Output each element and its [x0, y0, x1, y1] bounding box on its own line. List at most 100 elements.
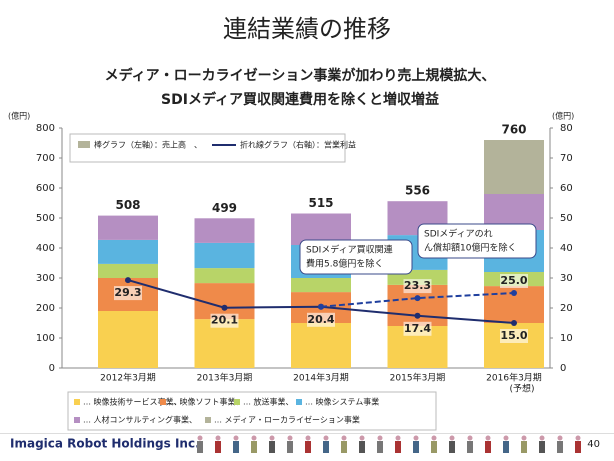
label-bg — [307, 312, 335, 327]
legend-label: … 人材コンサルティング事業、 — [83, 415, 197, 425]
figure-body — [431, 441, 437, 453]
y-unit: (億円) — [8, 111, 30, 121]
figure-head — [233, 435, 239, 441]
figure-head — [377, 435, 383, 441]
x-tick-label: 2016年3月期 — [486, 372, 542, 384]
line-value-label: 25.0 — [500, 274, 527, 287]
figure-body — [413, 441, 419, 453]
total-label: 499 — [212, 201, 237, 215]
y-tick-label: 400 — [36, 243, 55, 254]
line-value-label: 17.4 — [404, 322, 431, 335]
y-tick-label: 300 — [36, 273, 55, 284]
slide-title: 連結業績の推移 — [223, 15, 391, 43]
bar-segment — [98, 239, 158, 264]
bar-segment — [484, 140, 544, 194]
label-bg — [210, 313, 239, 328]
dashed-line — [320, 292, 515, 308]
legend-label: … 映像ソフト事業、 — [169, 397, 244, 407]
line-point — [221, 304, 228, 311]
bar-segment — [98, 311, 158, 368]
figure-body — [359, 441, 365, 453]
total-label: 515 — [308, 196, 333, 210]
y2-tick-label: 60 — [560, 183, 573, 194]
figure-head — [269, 435, 275, 441]
y2-tick-label: 80 — [560, 123, 573, 134]
figure-head — [575, 435, 581, 441]
legend-swatch — [296, 399, 302, 405]
figure-head — [287, 435, 293, 441]
figure-body — [503, 441, 509, 453]
figure-body — [287, 441, 293, 453]
figure-body — [233, 441, 239, 453]
line-point — [511, 320, 517, 326]
chart-title: メディア・ローカライゼーション事業が加わり売上規模拡大、 — [105, 67, 496, 84]
figure-body — [323, 441, 329, 453]
y2-tick-label: 50 — [560, 213, 573, 224]
legend-swatch — [205, 417, 211, 423]
y-tick-label: 100 — [36, 333, 55, 344]
figure-head — [197, 435, 203, 441]
figure-head — [557, 435, 563, 441]
label-bg — [500, 274, 528, 288]
figure-body — [449, 441, 455, 453]
line-value-label: 20.1 — [211, 314, 238, 327]
figure-body — [305, 441, 311, 453]
legend-label: … 映像技術サービス事業、 — [83, 397, 182, 407]
footer-figures — [197, 435, 581, 453]
figure-head — [539, 435, 545, 441]
y2-tick-label: 0 — [560, 363, 566, 374]
line-point — [318, 303, 324, 310]
callout-text: ん償却額10億円を除く — [424, 242, 516, 254]
total-label: 760 — [501, 123, 526, 137]
y-tick-label: 600 — [36, 183, 55, 194]
figure-head — [305, 435, 311, 441]
x-tick-label: 2015年3月期 — [390, 372, 446, 384]
figure-head — [485, 435, 491, 441]
company: Imagica Robot Holdings Inc. — [10, 437, 200, 451]
callout-text: SDIメディア買収関連 — [306, 244, 393, 256]
figure-head — [467, 435, 473, 441]
figure-body — [485, 441, 491, 453]
label-bg — [114, 286, 142, 301]
legend-label: … 映像システム事業 — [305, 397, 379, 407]
total-label: 508 — [115, 198, 140, 212]
y-tick-label: 800 — [36, 123, 55, 134]
bar-segment — [194, 242, 255, 269]
line-point — [511, 290, 517, 296]
figure-head — [431, 435, 437, 441]
page-number: 40 — [587, 439, 600, 450]
y2-tick-label: 70 — [560, 153, 573, 164]
y-tick-label: 500 — [36, 213, 55, 224]
legend-box — [69, 133, 346, 163]
y-tick-label: 700 — [36, 153, 55, 164]
callout-text: 費用5.8億円を除く — [306, 258, 383, 270]
bar-segment — [194, 268, 255, 284]
y2-tick-label: 10 — [560, 333, 573, 344]
x-tick-label: 2012年3月期 — [100, 372, 156, 384]
line-point — [414, 312, 421, 319]
bar-segment — [98, 263, 158, 278]
legend-box — [67, 391, 437, 431]
figure-body — [521, 441, 527, 453]
figure-head — [449, 435, 455, 441]
figure-head — [341, 435, 347, 441]
figure-body — [377, 441, 383, 453]
figure-body — [215, 441, 221, 453]
figure-body — [467, 441, 473, 453]
bar-segment — [194, 218, 255, 243]
figure-body — [251, 441, 257, 453]
line-value-label: 23.3 — [404, 279, 431, 292]
figure-head — [251, 435, 257, 441]
figure-head — [413, 435, 419, 441]
legend-swatch — [74, 417, 80, 423]
callout-box — [417, 223, 537, 259]
y2-tick-label: 40 — [560, 243, 573, 254]
figure-body — [395, 441, 401, 453]
callout-box — [299, 239, 413, 275]
bar-segment — [98, 215, 158, 240]
figure-body — [341, 441, 347, 453]
label-bg — [403, 279, 432, 294]
legend-swatch — [74, 399, 80, 405]
